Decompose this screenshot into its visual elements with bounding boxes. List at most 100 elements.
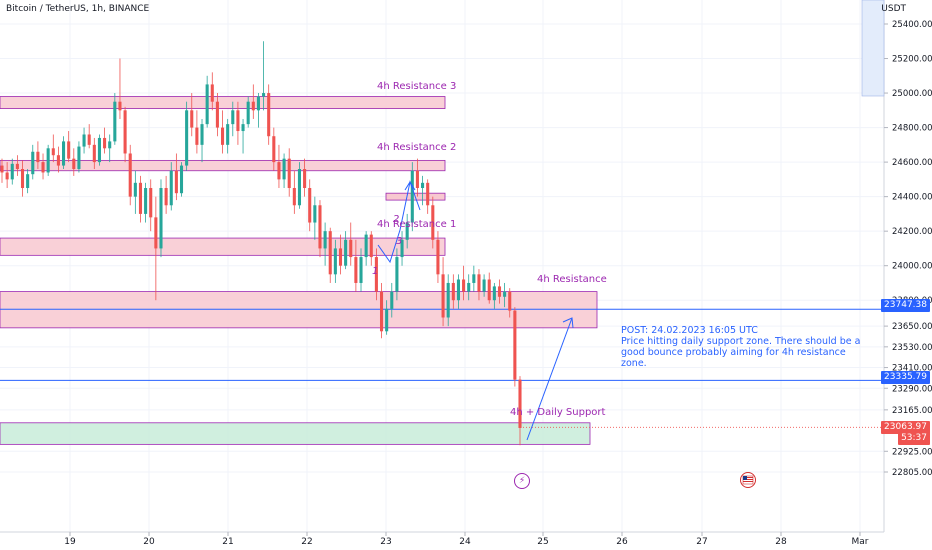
candle-body [26, 174, 30, 189]
candle-body [200, 124, 204, 145]
candle-body [210, 84, 214, 102]
candle-body [205, 84, 209, 125]
currency-label: USDT [881, 4, 906, 14]
us-flag-icon[interactable] [740, 472, 756, 488]
candle-body [92, 144, 96, 163]
candle-body [10, 163, 14, 180]
candle-body [292, 188, 296, 206]
candle-body [87, 134, 91, 145]
candle-body [369, 234, 373, 258]
post-note-text: Price hitting daily support zone. There … [621, 336, 861, 369]
candle-body [123, 110, 127, 154]
candle-body [118, 101, 122, 111]
lightning-icon[interactable]: ⚡ [514, 473, 530, 489]
candle-body [482, 279, 486, 292]
candle-body [446, 282, 450, 318]
candle-body [333, 248, 337, 275]
x-tick-label: 25 [537, 537, 548, 547]
candle-body [379, 291, 384, 332]
candle-body [462, 279, 466, 292]
candle-body [190, 110, 194, 128]
x-tick-label: 27 [696, 537, 707, 547]
x-tick-label: 26 [616, 537, 628, 547]
candle-body [349, 239, 353, 258]
price-tag-current: 23063.97 [881, 421, 930, 434]
projection-arrow-line [526, 317, 573, 441]
price-range-highlight [861, 0, 885, 97]
candle-body [405, 222, 409, 240]
resistance-zone [0, 237, 446, 256]
candle-body [421, 182, 425, 189]
zone-label-resistance-2: 4h Resistance 2 [377, 142, 457, 153]
candle-body [303, 169, 307, 189]
candle-body [503, 291, 507, 297]
candle-body [508, 291, 512, 311]
candle-body [359, 257, 363, 283]
wave-mark-label: 1 [372, 266, 378, 277]
candle-body [46, 148, 50, 173]
candle-body [169, 170, 173, 206]
y-tick-label: 23290.00 [892, 384, 932, 394]
wave-path [377, 180, 421, 264]
candle-body [128, 153, 132, 197]
candle-body [256, 96, 260, 111]
candle-body [385, 308, 389, 332]
candle-body [318, 205, 322, 249]
candle-body [41, 162, 45, 173]
wave-mark-label: 2 [393, 214, 399, 225]
post-note-date: POST: 24.02.2023 16:05 UTC [621, 325, 758, 336]
candle-body [236, 110, 240, 132]
y-tick-label: 23530.00 [892, 343, 932, 353]
zone-label-resistance: 4h Resistance [537, 274, 607, 285]
zone-label-resistance-1: 4h Resistance 1 [377, 219, 457, 230]
candle-body [97, 137, 101, 163]
candle-body [144, 188, 148, 214]
candle-body [338, 248, 343, 266]
candle-body [103, 137, 107, 149]
candle-body [159, 188, 163, 249]
candle-body [174, 170, 178, 194]
candle-body [467, 282, 471, 292]
candle-body [113, 101, 117, 142]
candle-body [62, 141, 66, 166]
candle-body [215, 101, 219, 128]
candle-body [451, 282, 455, 301]
y-tick-label: 23165.00 [892, 406, 932, 416]
candle-body [5, 172, 9, 180]
candle-body [82, 134, 86, 147]
candle-body [472, 274, 476, 283]
candle-body [431, 205, 435, 240]
candle-body [513, 310, 517, 380]
chart-title: Bitcoin / TetherUS, 1h, BINANCE [6, 4, 150, 14]
candle-body [518, 379, 522, 428]
post-note: POST: 24.02.2023 16:05 UTC Price hitting… [621, 325, 861, 369]
x-tick-label: 23 [380, 537, 391, 547]
candle-body [344, 239, 348, 266]
candle-body [441, 274, 445, 318]
candle-body [328, 231, 332, 275]
candle-body [154, 217, 158, 249]
candle-body [267, 93, 271, 137]
x-tick-label: 19 [64, 537, 76, 547]
candle-body [262, 93, 266, 97]
candle-body [246, 101, 250, 125]
candle-body [67, 141, 71, 159]
y-tick-label: 24800.00 [892, 124, 932, 134]
candle-body [497, 286, 502, 297]
candle-body [220, 127, 225, 145]
x-tick-label: 21 [222, 537, 233, 547]
y-tick-label: 23410.00 [892, 364, 932, 374]
y-tick-label: 24600.00 [892, 158, 932, 168]
y-tick-label: 25400.00 [892, 20, 932, 30]
candle-body [179, 165, 184, 194]
candle-body [426, 182, 430, 206]
candle-body [20, 169, 25, 189]
candle-body [308, 188, 312, 223]
candle-body [77, 146, 81, 170]
candle-body [272, 136, 276, 163]
candle-body [415, 170, 419, 189]
candle-body [108, 141, 112, 149]
y-tick-label: 24400.00 [892, 193, 932, 203]
